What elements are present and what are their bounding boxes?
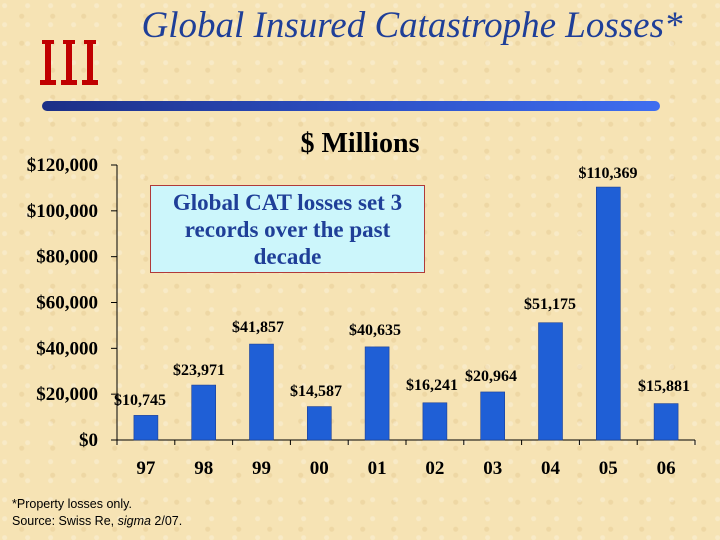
- data-label: $15,881: [638, 378, 690, 395]
- iii-logo-icon: [40, 40, 98, 85]
- data-label: $23,971: [173, 362, 225, 379]
- footnote-property: *Property losses only.: [12, 497, 132, 511]
- x-tick-label: 98: [194, 458, 213, 479]
- page-title: Global Insured Catastrophe Losses*: [141, 5, 683, 46]
- bar: [306, 406, 332, 441]
- x-tick-label: 02: [425, 458, 444, 479]
- bar: [249, 343, 274, 441]
- x-tick-label: 99: [252, 458, 271, 479]
- x-tick-label: 05: [599, 458, 618, 479]
- bar: [133, 415, 159, 441]
- data-label: $14,587: [290, 383, 342, 400]
- data-label: $20,964: [465, 368, 517, 385]
- data-label: $41,857: [232, 319, 284, 336]
- chart-subtitle: $ Millions: [300, 128, 420, 159]
- callout-box: Global CAT losses set 3 records over the…: [150, 185, 425, 273]
- x-tick-label: 01: [368, 458, 387, 479]
- data-label: $10,745: [114, 392, 166, 409]
- bar: [480, 391, 506, 441]
- source-date: 2/07.: [150, 514, 183, 528]
- bar: [653, 403, 679, 441]
- x-tick-label: 97: [136, 458, 156, 479]
- source-prefix: Source: Swiss Re,: [12, 514, 118, 528]
- bar: [422, 402, 448, 441]
- x-tick-label: 00: [310, 458, 329, 479]
- bar: [595, 186, 621, 441]
- x-tick-label: 03: [483, 458, 502, 479]
- data-label: $40,635: [349, 322, 401, 339]
- title-divider: [42, 101, 660, 111]
- chart-axes: $0 $20,000 $40,000 $60,000 $80,000 $100,000 $1…: [27, 155, 696, 479]
- chart-labels: $10,745 $23,971 $41,857 $14,587 $40,635 $16,2…: [114, 165, 690, 409]
- x-tick-label: 04: [541, 458, 561, 479]
- footnote-source: Source: Swiss Re, sigma 2/07.: [12, 513, 182, 530]
- y-tick-label: $120,000: [27, 155, 98, 176]
- callout-text: Global CAT losses set 3 records over the…: [172, 189, 403, 269]
- data-label: $51,175: [524, 296, 576, 313]
- y-tick-label: $60,000: [36, 293, 98, 314]
- y-tick-label: $80,000: [36, 247, 98, 268]
- bar: [364, 346, 390, 441]
- data-label: $16,241: [406, 377, 458, 394]
- data-label: $110,369: [578, 165, 637, 182]
- bar: [191, 384, 216, 441]
- footnote: *Property losses only. Source: Swiss Re,…: [12, 496, 182, 530]
- source-publication: sigma: [117, 514, 151, 528]
- y-tick-label: $20,000: [36, 384, 98, 405]
- chart-bars: [133, 186, 679, 441]
- x-tick-label: 06: [657, 458, 676, 479]
- y-tick-label: $40,000: [36, 338, 98, 359]
- y-tick-label: $0: [79, 430, 98, 451]
- y-tick-label: $100,000: [27, 201, 98, 222]
- bar: [538, 322, 563, 441]
